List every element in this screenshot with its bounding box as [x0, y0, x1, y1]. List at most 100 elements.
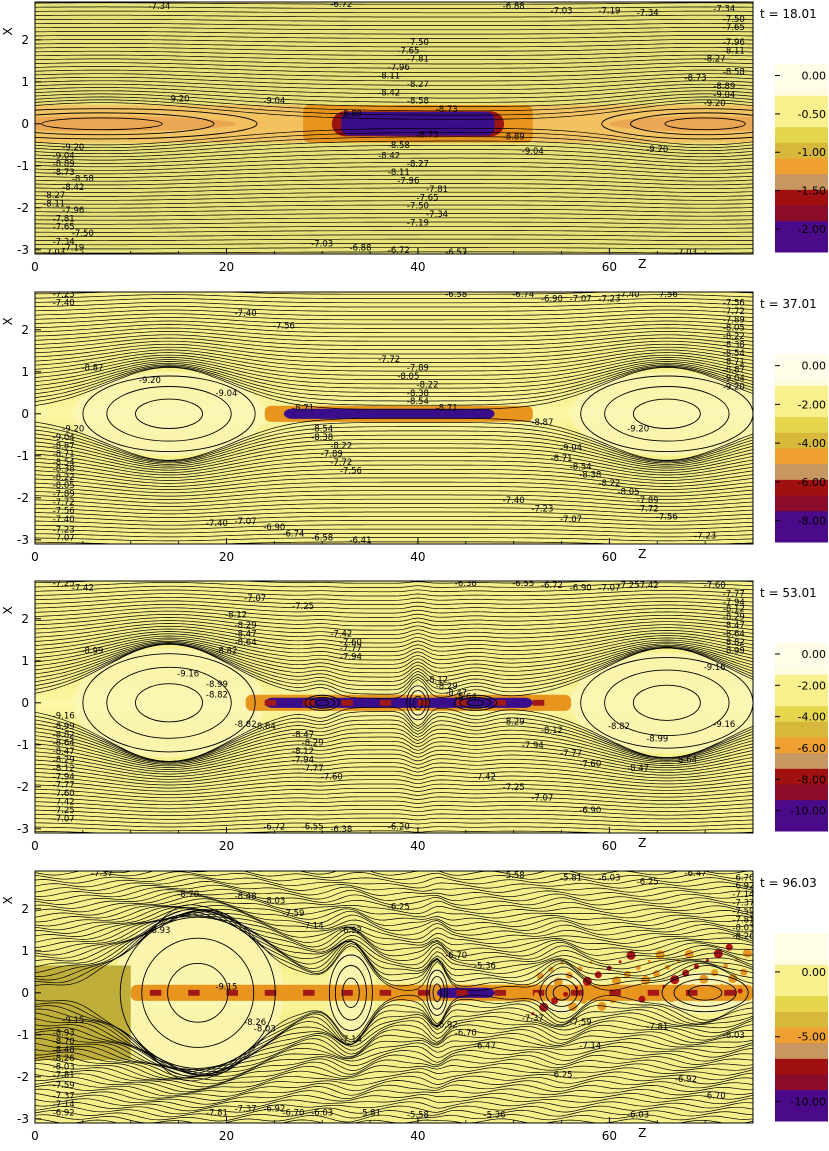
field-line	[35, 305, 753, 312]
field-line	[35, 740, 753, 768]
contour-label: -8.05	[723, 324, 745, 334]
field-line	[35, 503, 753, 511]
contour-label: -8.42	[378, 151, 400, 161]
y-tick-label: -2	[17, 1070, 29, 1084]
colorbar-tick-label: -2.00	[798, 679, 826, 692]
field-line	[35, 334, 753, 346]
contour-label: -7.14	[302, 922, 324, 932]
contour-label: -6.90	[263, 523, 285, 533]
island-contour	[82, 375, 256, 453]
contour-label: -8.99	[646, 735, 668, 745]
field-line	[35, 54, 753, 61]
field-line	[35, 822, 753, 828]
y-tick-label: 1	[21, 365, 29, 379]
contour-label: -6.72	[330, 0, 352, 10]
contour-label: -8.64	[235, 638, 257, 648]
y-tick-label: 0	[21, 407, 29, 421]
sheet-blob	[724, 989, 736, 996]
field-line	[35, 204, 753, 209]
contour-label: -7.19	[407, 219, 429, 229]
colorbar-band	[775, 705, 828, 722]
contour-label: -9.20	[62, 143, 84, 153]
field-line	[35, 451, 753, 473]
turbulence-blob	[653, 970, 661, 978]
field-line	[35, 581, 753, 584]
contour-label: -6.92	[263, 1104, 285, 1114]
field-line	[35, 238, 753, 242]
y-tick-label: 0	[21, 986, 29, 1000]
contour-label: -7.81	[646, 1022, 668, 1032]
field-line	[35, 213, 753, 217]
contour-label: -8.29	[302, 739, 324, 749]
contour-label: -8.12	[53, 764, 75, 774]
contour-label: -8.48	[235, 892, 257, 902]
field-line	[35, 728, 753, 764]
contour-label: -7.60	[704, 581, 726, 591]
colorbar: 0.00 -5.00 -10.00	[775, 933, 828, 1122]
turbulence-blob	[548, 966, 554, 972]
field-line	[35, 1003, 753, 1076]
contour-label: -9.04	[263, 97, 285, 107]
colorbar-band	[775, 674, 828, 691]
contour-label: -7.60	[321, 772, 343, 782]
x-tick-label: 20	[219, 260, 234, 274]
field-line	[35, 637, 753, 665]
sheet-blob	[532, 699, 545, 706]
contour-label: -8.71	[723, 357, 745, 367]
field-line	[35, 1054, 753, 1081]
x-axis: 0 20 40 60 Z	[31, 1117, 754, 1143]
field-line	[35, 1088, 753, 1105]
contour-label: -9.04	[723, 374, 745, 384]
field-line	[35, 166, 753, 175]
contour-label: -8.71	[292, 404, 314, 414]
panel-time-label: t = 96.03	[760, 876, 817, 890]
y-tick-label: 2	[21, 33, 29, 47]
field-line	[35, 498, 753, 507]
contour-label: -6.92	[53, 1109, 75, 1119]
contour-label: -8.38	[407, 389, 429, 399]
contour-label: -7.34	[637, 9, 659, 19]
contour-label: -7.81	[206, 1109, 228, 1119]
contour-label: -8.22	[598, 479, 620, 489]
field-line	[35, 494, 753, 504]
contour-label: -8.70	[53, 1037, 75, 1047]
colorbar-band	[775, 1042, 828, 1059]
field-line	[35, 247, 753, 250]
field-line	[35, 35, 753, 39]
island-fill	[73, 371, 265, 456]
island-contour	[580, 657, 753, 749]
contour-label: -8.58	[388, 141, 410, 151]
contour-label: -8.73	[436, 105, 458, 115]
field-line	[35, 804, 753, 813]
field-line	[35, 417, 753, 461]
sheet-blob	[303, 699, 315, 706]
contour-label: -6.72	[541, 581, 563, 591]
contour-label: -7.34	[148, 2, 170, 12]
turbulence-blob	[737, 988, 743, 994]
y-axis: -3 -2 -1 0 1 2X	[1, 317, 41, 547]
field-line	[35, 434, 753, 465]
plot-frame	[34, 870, 754, 1124]
colorbar: 0.00 -2.00 -4.00 -6.00 -8.00	[775, 354, 828, 543]
contour-label: -7.81	[407, 55, 429, 65]
contour-label: -8.12	[292, 747, 314, 757]
contour-label: -7.96	[723, 38, 745, 48]
colorbar-tick-label: -6.00	[798, 476, 826, 489]
contour-label: -7.94	[340, 653, 362, 663]
sheet-blob	[456, 699, 468, 706]
contour-label: -6.47	[685, 869, 707, 879]
contour-label: -7.65	[417, 193, 439, 203]
colorbar-band	[775, 1074, 828, 1091]
field-line	[35, 361, 753, 389]
y-axis-label: X	[1, 27, 15, 35]
x-tick-label: 20	[219, 1129, 234, 1143]
contour-label: -6.20	[388, 823, 410, 833]
contour-label: -9.16	[177, 669, 199, 679]
field-line	[35, 792, 753, 802]
contour-label: -7.72	[53, 498, 75, 508]
contour-label: -8.48	[53, 1046, 75, 1056]
contour-label: -7.23	[598, 294, 620, 304]
colorbar-band	[775, 526, 828, 543]
contour-label: -6.92	[340, 926, 362, 936]
field-line	[35, 537, 753, 542]
